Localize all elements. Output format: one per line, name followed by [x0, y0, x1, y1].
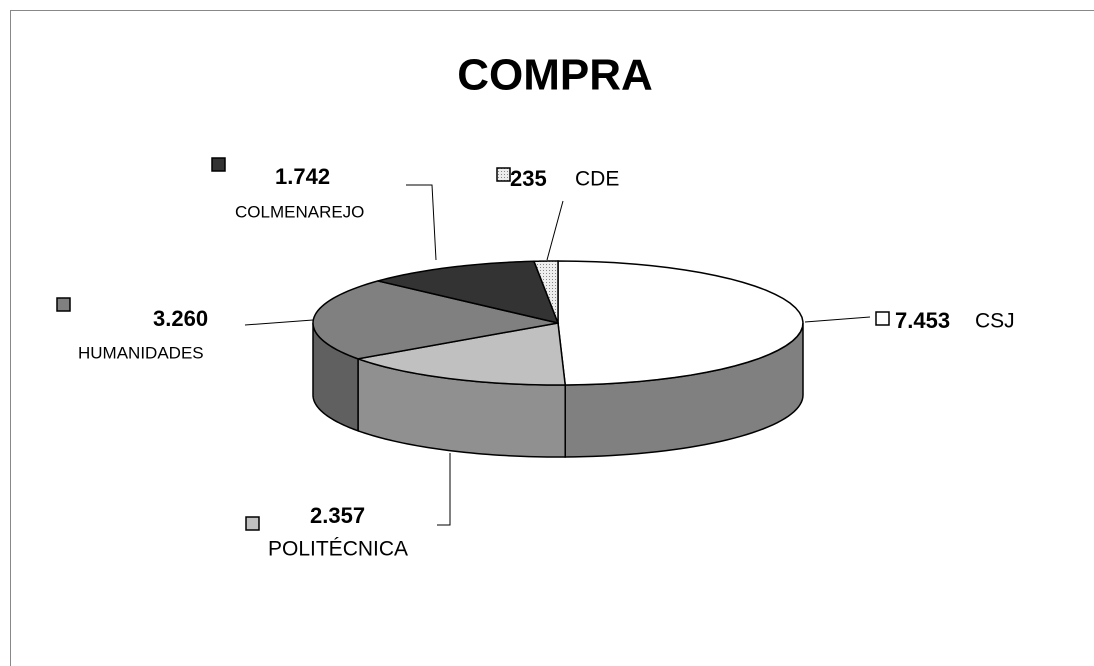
legend-swatch — [211, 157, 226, 172]
category-label: CDE — [575, 168, 619, 191]
legend-swatch — [245, 516, 260, 531]
pie-slice — [312, 280, 559, 360]
value-label: 7.453 — [895, 308, 950, 333]
value-label: 3.260 — [153, 306, 208, 331]
legend-swatch — [56, 297, 71, 312]
leader-line — [406, 184, 437, 261]
leader-line — [244, 319, 314, 326]
leader-line — [546, 200, 564, 261]
category-label: HUMANIDADES — [78, 343, 204, 362]
pie-slice — [377, 260, 560, 325]
value-label: 235 — [510, 166, 547, 191]
pie-slice — [355, 322, 567, 386]
category-label: POLITÉCNICA — [268, 538, 408, 561]
value-label: 2.357 — [310, 503, 365, 528]
legend-swatch — [496, 167, 511, 182]
chart-title: COMPRA — [457, 51, 653, 100]
category-label: CSJ — [975, 310, 1015, 333]
category-label: COLMENAREJO — [235, 202, 364, 221]
value-label: 1.742 — [275, 164, 330, 189]
leader-line — [437, 453, 451, 526]
leader-line — [804, 316, 871, 323]
legend-swatch — [875, 311, 890, 326]
pie-slice — [532, 260, 559, 324]
pie-slice — [557, 260, 804, 386]
